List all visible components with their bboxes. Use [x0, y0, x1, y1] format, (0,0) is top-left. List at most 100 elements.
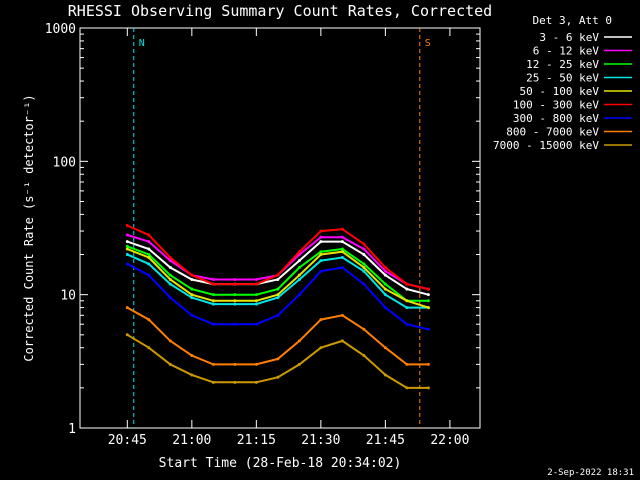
data-point [276, 375, 280, 379]
data-point [319, 318, 323, 322]
data-point [297, 265, 301, 269]
data-point [276, 313, 280, 317]
data-point [190, 313, 194, 317]
data-point [340, 250, 344, 254]
data-point [319, 253, 323, 257]
data-point [362, 282, 366, 286]
y-tick-label: 1000 [45, 22, 76, 37]
data-point [405, 306, 409, 310]
data-point [362, 242, 366, 246]
plot-frame [79, 27, 481, 429]
data-point [254, 362, 258, 366]
data-point [125, 224, 129, 228]
data-point [362, 247, 366, 251]
data-point [233, 299, 237, 303]
x-axis-label: Start Time (28-Feb-18 20:34:02) [159, 456, 402, 471]
data-point [297, 273, 301, 277]
data-point [362, 262, 366, 266]
data-point [254, 302, 258, 306]
data-point [125, 333, 129, 337]
data-point [405, 322, 409, 326]
data-point [125, 244, 129, 248]
data-point [297, 339, 301, 343]
legend-label: 25 - 50 keV [526, 72, 599, 85]
data-point [319, 259, 323, 263]
data-point [147, 247, 151, 251]
data-point [233, 293, 237, 297]
data-point [297, 259, 301, 263]
data-point [383, 269, 387, 273]
data-point [211, 362, 215, 366]
data-point [319, 235, 323, 239]
data-point [125, 253, 129, 257]
data-point [147, 262, 151, 266]
legend-label: 3 - 6 keV [539, 31, 599, 44]
data-point [319, 269, 323, 273]
data-point [190, 277, 194, 281]
data-point [168, 265, 172, 269]
data-point [168, 296, 172, 300]
data-point [405, 386, 409, 390]
data-point [168, 273, 172, 277]
data-point [340, 255, 344, 259]
data-point [233, 282, 237, 286]
data-point [405, 299, 409, 303]
data-point [426, 299, 430, 303]
data-point [319, 229, 323, 233]
legend-title: Det 3, Att 0 [533, 14, 612, 27]
data-point [383, 293, 387, 297]
data-point [168, 362, 172, 366]
data-point [254, 299, 258, 303]
data-point [211, 322, 215, 326]
data-point [426, 287, 430, 291]
data-point [362, 253, 366, 257]
data-point [233, 380, 237, 384]
data-point [233, 302, 237, 306]
data-point [276, 296, 280, 300]
legend-label: 100 - 300 keV [513, 99, 599, 112]
data-point [254, 293, 258, 297]
y-tick-label: 100 [53, 155, 76, 170]
data-point [362, 353, 366, 357]
data-point [190, 273, 194, 277]
legend-label: 6 - 12 keV [533, 45, 600, 58]
data-point [297, 250, 301, 254]
data-point [297, 293, 301, 297]
data-point [340, 339, 344, 343]
legend-label: 12 - 25 keV [526, 58, 599, 71]
data-point [147, 255, 151, 259]
data-point [276, 273, 280, 277]
legend-label: 50 - 100 keV [520, 85, 600, 98]
data-point [426, 293, 430, 297]
data-point [211, 277, 215, 281]
data-point [211, 302, 215, 306]
y-tick-label: 10 [60, 289, 76, 304]
data-point [405, 282, 409, 286]
data-point [383, 282, 387, 286]
data-point [190, 373, 194, 377]
data-point [319, 250, 323, 254]
x-tick-label: 21:15 [237, 433, 276, 448]
legend-label: 800 - 7000 keV [506, 126, 599, 139]
data-point [147, 253, 151, 257]
data-point [319, 346, 323, 350]
tick-layer: 20:45 21:00 21:15 21:30 21:45 22:00 1 10 100 1000 [45, 22, 480, 448]
data-point [340, 265, 344, 269]
data-point [190, 293, 194, 297]
data-point [383, 287, 387, 291]
x-tick-label: 21:45 [366, 433, 405, 448]
data-point [276, 287, 280, 291]
legend-label: 7000 - 15000 keV [493, 139, 599, 152]
data-point [319, 240, 323, 244]
data-point [297, 277, 301, 281]
data-point [276, 357, 280, 361]
data-point [147, 233, 151, 237]
data-point [147, 273, 151, 277]
x-tick-label: 20:45 [108, 433, 147, 448]
data-point [340, 240, 344, 244]
x-tick-label: 21:30 [301, 433, 340, 448]
data-point [405, 362, 409, 366]
data-point [190, 353, 194, 357]
